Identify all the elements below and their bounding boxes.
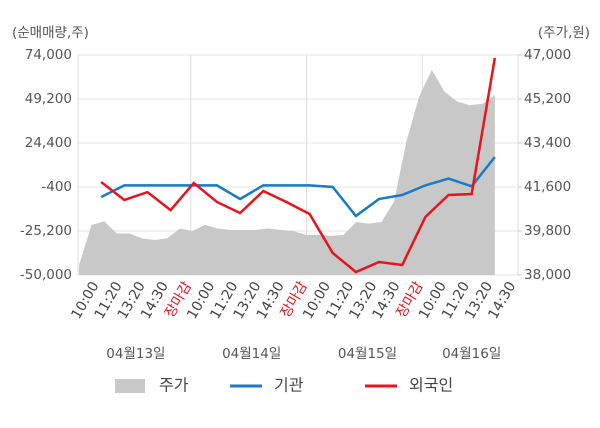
legend-swatch <box>115 379 145 393</box>
price-area <box>79 69 495 276</box>
series-line <box>100 57 497 274</box>
legend-label: 기관 <box>274 376 304 395</box>
y2-tick-label: 41,600 <box>524 179 571 195</box>
y-tick-label: -25,200 <box>20 223 72 239</box>
date-label: 04월15일 <box>338 346 397 362</box>
y-tick-label: -50,000 <box>20 267 72 283</box>
y2-tick-label: 43,400 <box>524 135 571 151</box>
y-tick-label: 24,400 <box>25 135 72 151</box>
y-tick-label: -400 <box>41 179 72 195</box>
legend-label: 주가 <box>159 376 189 395</box>
y2-tick-label: 45,200 <box>524 91 571 107</box>
date-label: 04월16일 <box>442 346 501 362</box>
series-line <box>100 156 496 218</box>
y2-tick-label: 39,800 <box>524 223 571 239</box>
y-axis-title: (순매매량,주) <box>12 25 89 41</box>
y-tick-label: 49,200 <box>25 91 72 107</box>
date-label: 04월13일 <box>106 346 165 362</box>
y2-tick-label: 38,000 <box>524 267 571 283</box>
y2-axis-title: (주가,원) <box>538 25 590 41</box>
y-tick-label: 74,000 <box>25 47 72 63</box>
date-label: 04월14일 <box>222 346 281 362</box>
legend-label: 외국인 <box>409 376 453 395</box>
y2-tick-label: 47,000 <box>524 47 571 63</box>
